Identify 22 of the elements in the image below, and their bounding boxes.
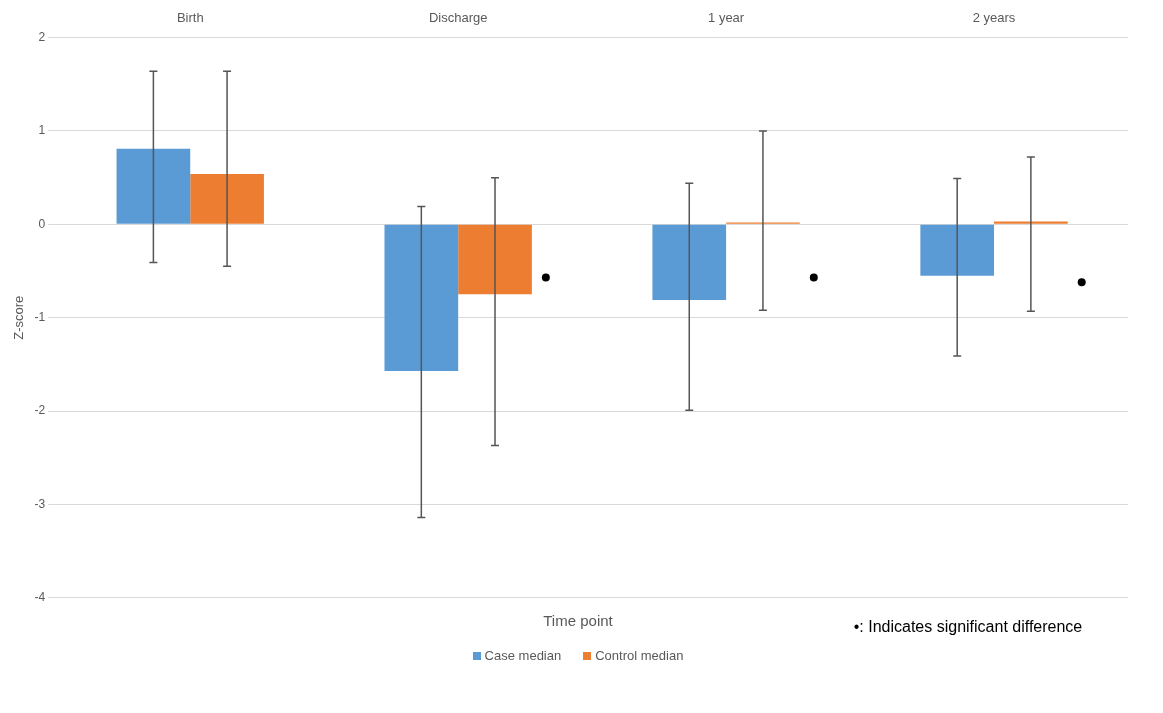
y-tick-label: -1 — [34, 310, 46, 325]
x-axis-title: Time point — [543, 612, 613, 629]
y-tick-label: 0 — [38, 216, 46, 231]
bar — [190, 173, 264, 224]
legend-label: Case median — [484, 648, 562, 663]
x-tick-label: 2 years — [972, 10, 1016, 26]
y-tick-label: -4 — [34, 590, 46, 605]
y-tick-label: 1 — [38, 123, 46, 138]
legend-label: Control median — [595, 648, 684, 663]
x-tick-label: Discharge — [428, 10, 488, 26]
text: •: Indicates significant difference — [852, 618, 1084, 636]
bar — [652, 224, 727, 300]
bar — [116, 148, 191, 224]
y-tick-label: 2 — [38, 29, 46, 44]
y-tick-label: -2 — [34, 403, 46, 418]
bar — [458, 224, 532, 295]
x-tick-label: Birth — [176, 10, 204, 26]
x-tick-label: 1 year — [708, 10, 745, 26]
y-axis-title: Z-score — [11, 295, 27, 340]
bar — [920, 224, 995, 276]
y-tick-label: -3 — [34, 496, 46, 511]
bar — [384, 224, 459, 371]
